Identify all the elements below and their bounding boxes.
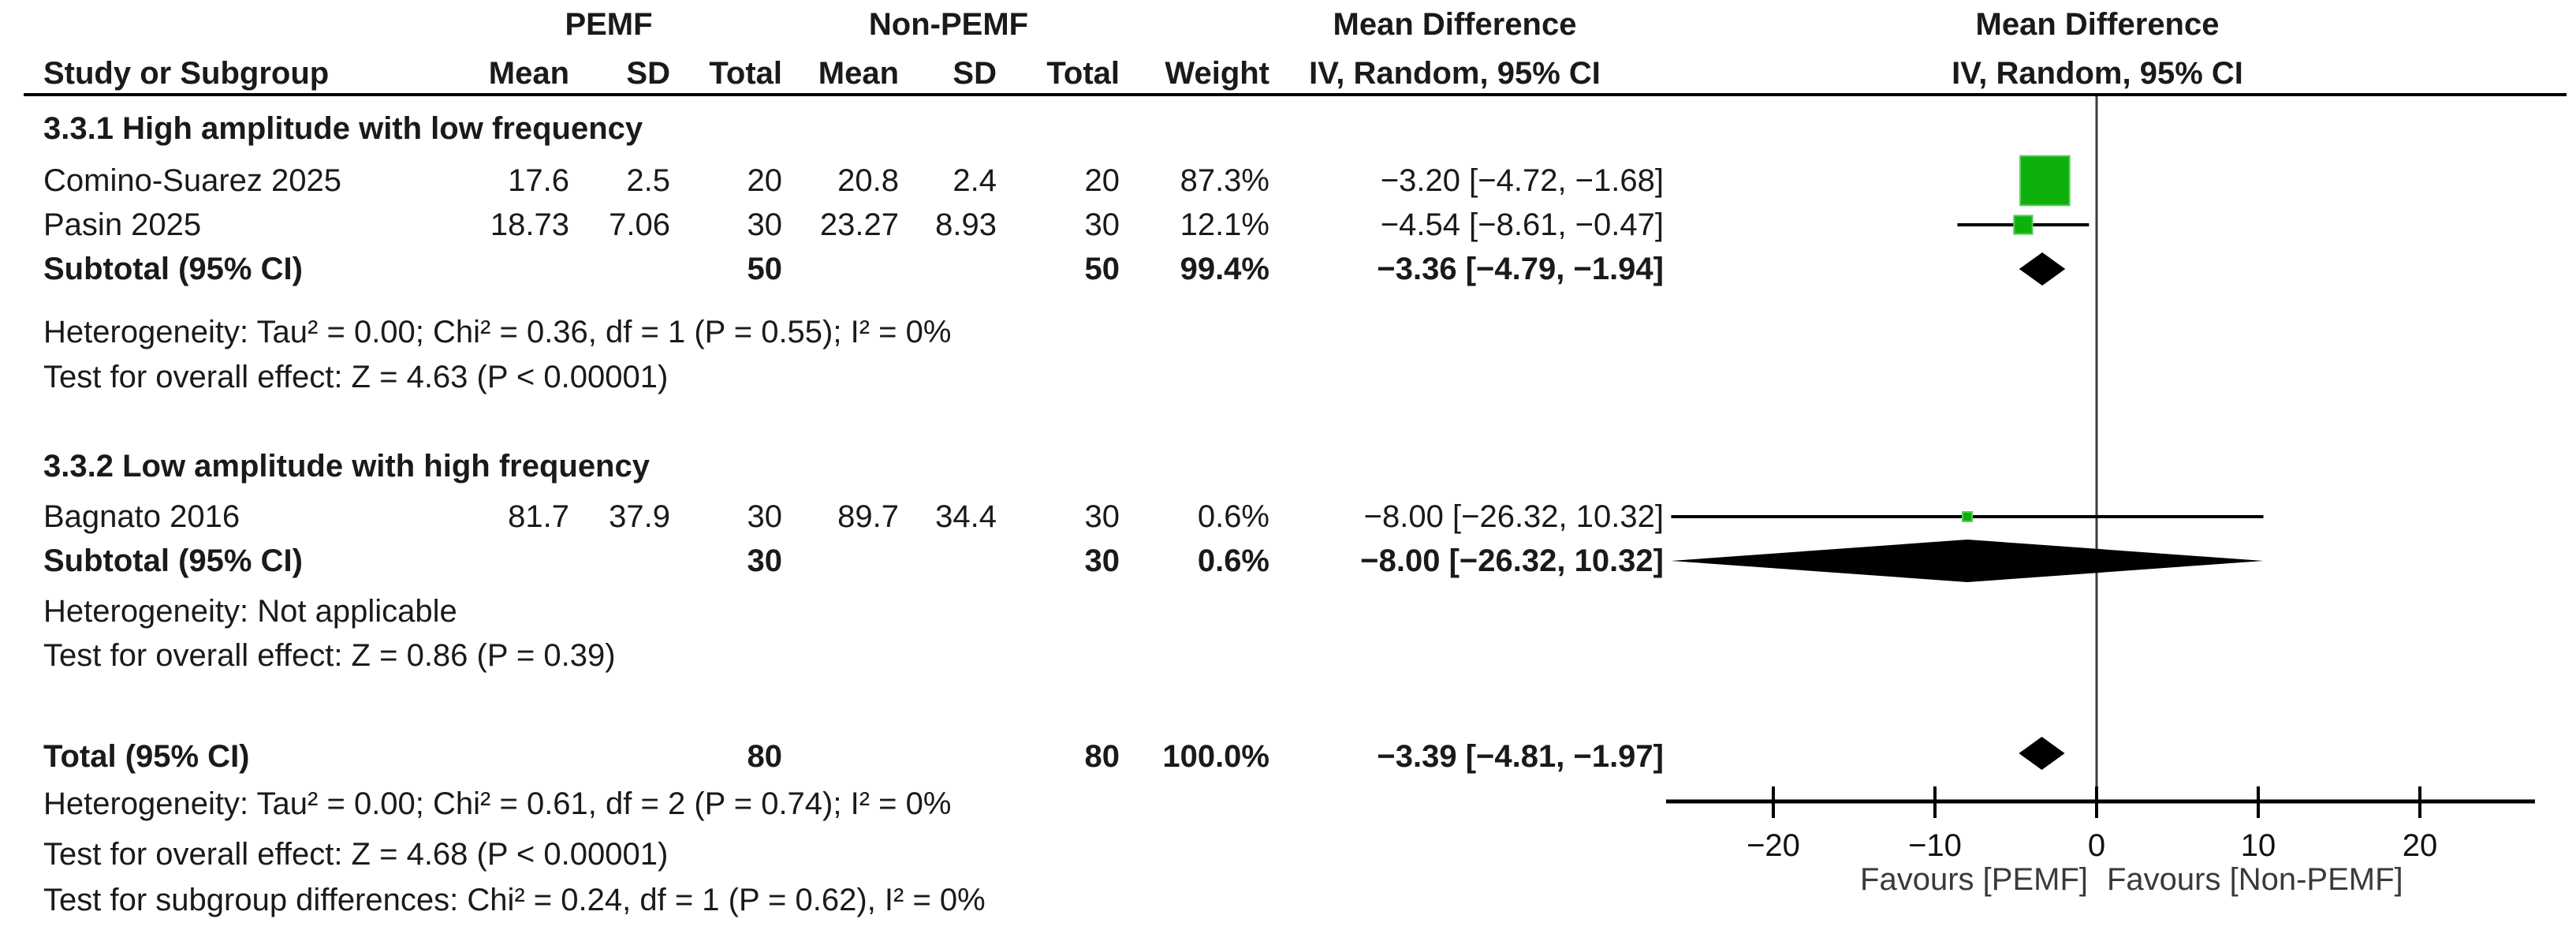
total-total-nonpemf: 80 <box>1084 739 1120 774</box>
subgroup-differences-text: Test for subgroup differences: Chi² = 0.… <box>43 883 986 917</box>
heterogeneity-text: Heterogeneity: Tau² = 0.00; Chi² = 0.61,… <box>43 786 952 821</box>
subtotal-weight: 99.4% <box>1180 252 1269 286</box>
study-name: Comino-Suarez 2025 <box>43 163 341 198</box>
subtotal-label: Subtotal (95% CI) <box>43 543 303 578</box>
header-row-groups: PEMF Non-PEMF Mean Difference Mean Diffe… <box>0 6 2576 43</box>
ci-text: −4.54 [−8.61, −0.47] <box>1380 207 1664 242</box>
heterogeneity-note: Heterogeneity: Tau² = 0.00; Chi² = 0.36,… <box>0 314 2576 350</box>
axis-tick-label: 10 <box>2241 828 2276 863</box>
effect-square-marker <box>2013 215 2034 235</box>
total-nonpemf: 30 <box>1084 499 1120 534</box>
overall-effect-text: Test for overall effect: Z = 4.63 (P < 0… <box>43 360 669 394</box>
sd-pemf: 2.5 <box>626 163 670 198</box>
axis-tick-label: −20 <box>1747 828 1800 863</box>
effect-square-marker <box>1962 511 1973 522</box>
effect-column-title: Mean Difference <box>1333 7 1577 42</box>
sd-nonpemf: 2.4 <box>952 163 997 198</box>
sd-pemf: 7.06 <box>609 207 670 242</box>
total-row: Total (95% CI) 80 80 100.0% −3.39 [−4.81… <box>0 738 2576 775</box>
weight-header: Weight <box>1165 56 1269 91</box>
subgroup-heading-label: 3.3.1 High amplitude with low frequency <box>43 111 643 146</box>
mean-pemf: 81.7 <box>508 499 569 534</box>
mean-nonpemf: 20.8 <box>837 163 899 198</box>
mean-pemf: 18.73 <box>490 207 569 242</box>
total-total-pemf: 80 <box>747 739 783 774</box>
mean-nonpemf: 89.7 <box>837 499 899 534</box>
overall-effect-note: Test for overall effect: Z = 4.68 (P < 0… <box>0 836 2576 872</box>
table-row: Bagnato 2016 81.7 37.9 30 89.7 34.4 30 0… <box>0 499 2576 535</box>
weight-value: 87.3% <box>1180 163 1269 198</box>
mean-pemf: 17.6 <box>508 163 569 198</box>
subgroup-differences-note: Test for subgroup differences: Chi² = 0.… <box>0 882 2576 918</box>
subtotal-label: Subtotal (95% CI) <box>43 252 303 286</box>
study-name: Pasin 2025 <box>43 207 202 242</box>
ci-text: −8.00 [−26.32, 10.32] <box>1363 499 1664 534</box>
subtotal-total-pemf: 50 <box>747 252 783 286</box>
subtotal-ci-text: −8.00 [−26.32, 10.32] <box>1360 543 1664 578</box>
sd-nonpemf: 34.4 <box>935 499 997 534</box>
mean-pemf-header: Mean <box>488 56 569 91</box>
subtotal-total-nonpemf: 30 <box>1084 543 1120 578</box>
axis-tick-label: 20 <box>2403 828 2438 863</box>
subtotal-total-nonpemf: 50 <box>1084 252 1120 286</box>
subtotal-row: Subtotal (95% CI) 30 30 0.6% −8.00 [−26.… <box>0 543 2576 579</box>
group1-header: PEMF <box>565 7 653 42</box>
total-label: Total (95% CI) <box>43 739 250 774</box>
axis-tick-label: 0 <box>2088 828 2105 863</box>
total-pemf: 30 <box>747 207 783 242</box>
heterogeneity-note: Heterogeneity: Not applicable <box>0 593 2576 629</box>
subtotal-row: Subtotal (95% CI) 50 50 99.4% −3.36 [−4.… <box>0 251 2576 287</box>
overall-effect-text: Test for overall effect: Z = 0.86 (P = 0… <box>43 638 616 673</box>
heterogeneity-text: Heterogeneity: Not applicable <box>43 594 457 629</box>
mean-nonpemf-header: Mean <box>818 56 899 91</box>
table-row: Comino-Suarez 2025 17.6 2.5 20 20.8 2.4 … <box>0 162 2576 199</box>
axis-tick-label: −10 <box>1908 828 1962 863</box>
subtotal-ci-text: −3.36 [−4.79, −1.94] <box>1377 252 1664 286</box>
sd-nonpemf: 8.93 <box>935 207 997 242</box>
total-nonpemf: 20 <box>1084 163 1120 198</box>
plot-column-title: Mean Difference <box>1975 7 2220 42</box>
effect-square-marker <box>2019 155 2071 207</box>
subtotal-weight: 0.6% <box>1197 543 1269 578</box>
group2-header: Non-PEMF <box>868 7 1029 42</box>
subgroup-heading: 3.3.1 High amplitude with low frequency <box>0 110 2576 147</box>
heterogeneity-note: Heterogeneity: Tau² = 0.00; Chi² = 0.61,… <box>0 786 2576 822</box>
pooled-diamond-marker <box>1671 540 2264 582</box>
ci-text: −3.20 [−4.72, −1.68] <box>1380 163 1664 198</box>
header-underline <box>24 93 2567 96</box>
favours-left-label: Favours [PEMF] <box>1860 862 2088 897</box>
total-nonpemf: 30 <box>1084 207 1120 242</box>
subgroup-heading: 3.3.2 Low amplitude with high frequency <box>0 448 2576 484</box>
table-row: Pasin 2025 18.73 7.06 30 23.27 8.93 30 1… <box>0 207 2576 243</box>
total-pemf: 20 <box>747 163 783 198</box>
subtotal-total-pemf: 30 <box>747 543 783 578</box>
total-pemf: 30 <box>747 499 783 534</box>
plot-column-subtitle: IV, Random, 95% CI <box>1952 56 2243 91</box>
heterogeneity-text: Heterogeneity: Tau² = 0.00; Chi² = 0.36,… <box>43 315 952 349</box>
total-pemf-header: Total <box>709 56 782 91</box>
sd-pemf-header: SD <box>626 56 670 91</box>
weight-value: 12.1% <box>1180 207 1269 242</box>
overall-effect-text: Test for overall effect: Z = 4.68 (P < 0… <box>43 837 669 872</box>
sd-nonpemf-header: SD <box>952 56 997 91</box>
effect-column-subtitle: IV, Random, 95% CI <box>1309 56 1601 91</box>
mean-nonpemf: 23.27 <box>819 207 899 242</box>
sd-pemf: 37.9 <box>609 499 670 534</box>
pooled-diamond-marker <box>2019 252 2066 286</box>
pooled-diamond-marker <box>2019 737 2065 770</box>
total-nonpemf-header: Total <box>1046 56 1120 91</box>
overall-effect-note: Test for overall effect: Z = 4.63 (P < 0… <box>0 359 2576 395</box>
study-name: Bagnato 2016 <box>43 499 240 534</box>
total-ci-text: −3.39 [−4.81, −1.97] <box>1377 739 1664 774</box>
favours-right-label: Favours [Non-PEMF] <box>2107 862 2403 897</box>
overall-effect-note: Test for overall effect: Z = 0.86 (P = 0… <box>0 637 2576 674</box>
weight-value: 0.6% <box>1197 499 1269 534</box>
subgroup-heading-label: 3.3.2 Low amplitude with high frequency <box>43 449 650 484</box>
total-weight: 100.0% <box>1162 739 1269 774</box>
header-row-columns: Study or Subgroup Mean SD Total Mean SD … <box>0 55 2576 92</box>
study-column-header: Study or Subgroup <box>43 56 330 91</box>
